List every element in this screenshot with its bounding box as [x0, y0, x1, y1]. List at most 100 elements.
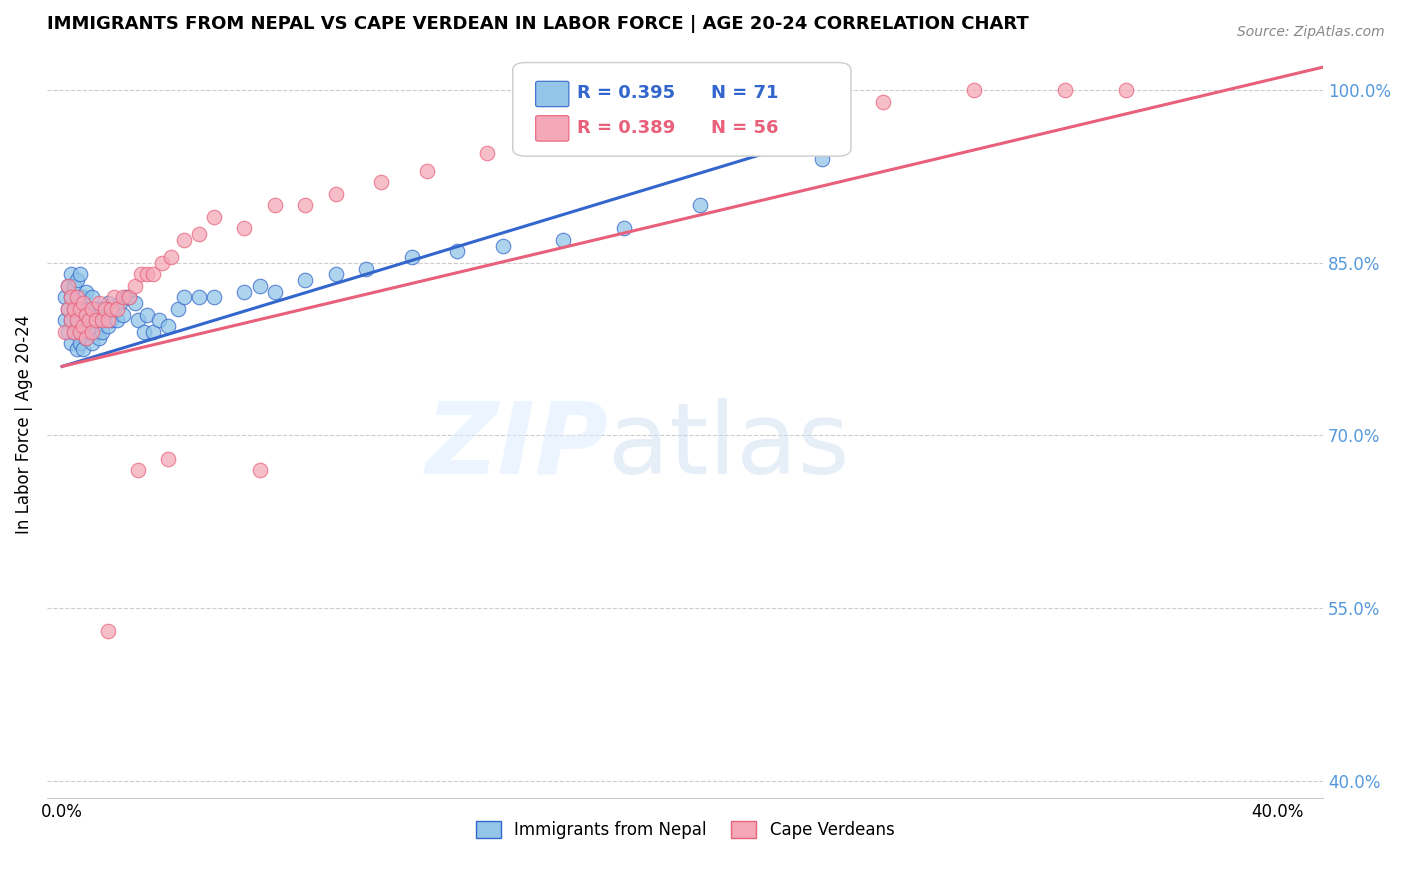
Point: [97, 313, 120, 327]
Point: [60, 313, 83, 327]
Legend: Immigrants from Nepal, Cape Verdeans: Immigrants from Nepal, Cape Verdeans: [468, 814, 901, 846]
Point: [90, 325, 112, 339]
Point: [97, 624, 120, 639]
Point: [129, 268, 152, 282]
Point: [1053, 83, 1076, 97]
Point: [66, 319, 89, 334]
Point: [613, 221, 636, 235]
Point: [75, 308, 97, 322]
Point: [82, 313, 104, 327]
Point: [56, 278, 79, 293]
Point: [66, 273, 89, 287]
Point: [56, 278, 79, 293]
Point: [100, 301, 122, 316]
Point: [202, 210, 225, 224]
Point: [103, 290, 125, 304]
Point: [93, 313, 115, 327]
Point: [537, 135, 560, 149]
Point: [75, 285, 97, 299]
Point: [69, 290, 91, 304]
Point: [142, 325, 165, 339]
Point: [84, 325, 107, 339]
Point: [82, 290, 104, 304]
Point: [173, 290, 195, 304]
Point: [56, 301, 79, 316]
Point: [136, 268, 159, 282]
Point: [79, 313, 101, 327]
Point: [53, 290, 76, 304]
Point: [63, 278, 86, 293]
FancyBboxPatch shape: [536, 116, 569, 141]
FancyBboxPatch shape: [513, 62, 851, 156]
Point: [233, 221, 256, 235]
Point: [75, 331, 97, 345]
Point: [160, 250, 183, 264]
Point: [202, 290, 225, 304]
Point: [84, 313, 107, 327]
Point: [69, 268, 91, 282]
Point: [689, 198, 711, 212]
Point: [63, 301, 86, 316]
Point: [148, 313, 170, 327]
Point: [134, 325, 156, 339]
Point: [294, 273, 316, 287]
Point: [127, 463, 149, 477]
FancyBboxPatch shape: [536, 81, 569, 107]
Point: [249, 278, 271, 293]
Point: [60, 290, 83, 304]
Point: [60, 313, 83, 327]
Point: [325, 186, 347, 201]
Point: [446, 244, 468, 259]
Point: [111, 308, 134, 322]
Point: [53, 313, 76, 327]
Point: [72, 290, 94, 304]
Point: [233, 285, 256, 299]
Text: N = 56: N = 56: [710, 119, 778, 136]
Point: [69, 325, 91, 339]
Text: IMMIGRANTS FROM NEPAL VS CAPE VERDEAN IN LABOR FORCE | AGE 20-24 CORRELATION CHA: IMMIGRANTS FROM NEPAL VS CAPE VERDEAN IN…: [46, 15, 1029, 33]
Point: [108, 296, 131, 310]
Point: [79, 325, 101, 339]
Point: [124, 278, 146, 293]
Point: [75, 331, 97, 345]
Point: [810, 152, 832, 166]
Point: [115, 290, 138, 304]
Text: R = 0.389: R = 0.389: [576, 119, 675, 136]
Point: [492, 238, 515, 252]
Point: [553, 233, 575, 247]
Text: ZIP: ZIP: [426, 398, 609, 495]
Point: [63, 325, 86, 339]
Point: [477, 146, 499, 161]
Point: [60, 268, 83, 282]
Point: [79, 301, 101, 316]
Point: [72, 296, 94, 310]
Point: [294, 198, 316, 212]
Y-axis label: In Labor Force | Age 20-24: In Labor Force | Age 20-24: [15, 314, 32, 533]
Point: [69, 301, 91, 316]
Point: [150, 256, 173, 270]
Point: [157, 451, 180, 466]
Point: [60, 290, 83, 304]
Point: [166, 301, 188, 316]
Point: [100, 313, 122, 327]
Point: [416, 163, 439, 178]
Point: [66, 290, 89, 304]
Point: [84, 301, 107, 316]
Point: [87, 308, 110, 322]
Point: [82, 301, 104, 316]
Point: [63, 325, 86, 339]
Point: [118, 290, 141, 304]
Point: [56, 325, 79, 339]
Point: [325, 268, 347, 282]
Point: [118, 290, 141, 304]
Point: [157, 319, 180, 334]
Text: R = 0.395: R = 0.395: [576, 84, 675, 103]
Point: [263, 285, 285, 299]
Point: [963, 83, 986, 97]
Text: Source: ZipAtlas.com: Source: ZipAtlas.com: [1237, 25, 1385, 39]
Point: [1115, 83, 1137, 97]
Point: [87, 331, 110, 345]
Point: [370, 175, 392, 189]
Point: [263, 198, 285, 212]
Text: atlas: atlas: [609, 398, 851, 495]
